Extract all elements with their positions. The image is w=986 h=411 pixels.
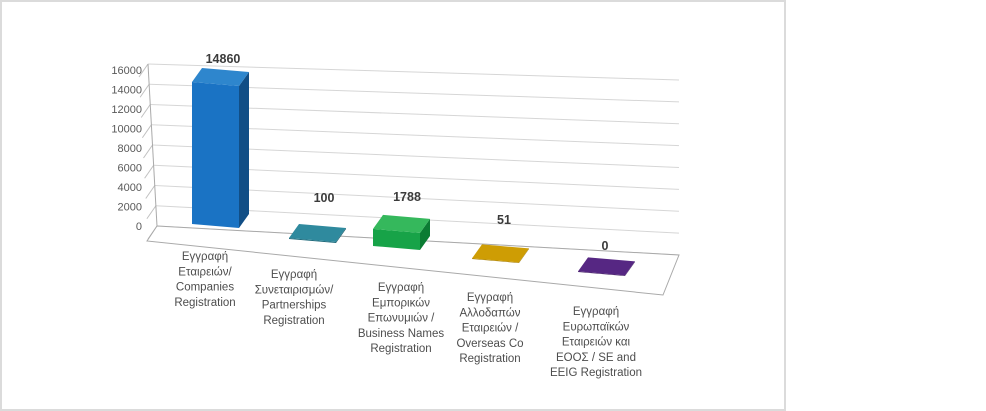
y-axis-label-10000: 10000 [111, 124, 142, 136]
bar-top-face [289, 224, 346, 243]
category-label-business-names-registration: Εγγραφή Εμπορικών Επωνυμιών / Business Name… [358, 282, 445, 355]
category-label-line: ΕΟΟΣ / SE and [556, 352, 636, 364]
bar-side-face [336, 228, 346, 243]
category-label-line: Συνεταιρισμών/ [255, 284, 334, 296]
category-label-companies-registration: Εγγραφή Εταιρειών/Companies Registration [174, 251, 235, 309]
bar-front-face [192, 82, 239, 228]
bar-front-face [289, 238, 336, 243]
category-label-line: Εταιρειών και [562, 337, 631, 349]
category-label-line: Εγγραφή [378, 282, 424, 294]
category-label-line: Companies [176, 282, 234, 294]
axis-tick-stub-12000 [140, 104, 151, 118]
value-label-se-eeig-registration: 0 [602, 239, 609, 253]
value-label-business-names-registration: 1788 [393, 190, 421, 204]
chart-floor [146, 225, 680, 296]
bar-business-names-registration [373, 214, 430, 250]
category-label-line: EEIG Registration [550, 367, 642, 379]
value-axis-line [147, 63, 158, 227]
bar-top-face [472, 244, 529, 263]
category-label-line: Εμπορικών [372, 297, 430, 309]
bar-side-face [625, 261, 635, 276]
bar-companies-registration [192, 68, 249, 228]
bar-front-face [472, 258, 519, 263]
category-label-partnerships-registration: Εγγραφή Συνεταιρισμών/Partnerships Registr… [255, 269, 334, 327]
y-axis-label-2000: 2000 [118, 202, 142, 214]
gridline-16000 [147, 63, 680, 81]
bar-top-face [578, 257, 635, 276]
category-label-line: Overseas Co [456, 338, 523, 350]
category-label-se-eeig-registration: Εγγραφή Ευρωπαϊκών Εταιρειών και ΕΟΟΣ / SE … [550, 306, 642, 379]
embedded-chart-object[interactable]: 16000 14000 12000 10000 8000 6000 4000 2000 0 148… [0, 0, 786, 411]
value-label-partnerships-registration: 100 [314, 191, 335, 205]
category-label-overseas-co-registration: Εγγραφή Αλλοδαπών Εταιρειών / Overseas Co Re… [456, 292, 523, 365]
bar-top-face [192, 68, 249, 86]
category-label-line: Εγγραφή [271, 269, 317, 281]
category-label-line: Registration [459, 353, 520, 365]
bar-top-face [373, 214, 430, 233]
value-label-companies-registration: 14860 [206, 52, 241, 66]
category-label-line: Business Names [358, 328, 445, 340]
y-axis-label-4000: 4000 [118, 182, 142, 194]
category-label-line: Registration [370, 343, 431, 355]
axis-tick-stub-16000 [138, 63, 149, 78]
bar-front-face [373, 228, 420, 250]
bar-se-eeig-registration [578, 257, 635, 276]
category-label-line: Ευρωπαϊκών [563, 321, 630, 333]
y-axis-label-6000: 6000 [118, 163, 142, 175]
bar-side-face [519, 248, 529, 263]
category-label-line: Εταιρειών / [462, 323, 519, 335]
category-label-line: Εταιρειών/ [178, 266, 232, 278]
bar-overseas-co-registration [472, 244, 529, 263]
bar-side-face [420, 218, 430, 250]
category-label-line: Partnerships [262, 300, 327, 312]
category-label-line: Εγγραφή [573, 306, 619, 318]
y-axis-label-16000: 16000 [111, 65, 142, 77]
bar-side-face [239, 72, 249, 228]
axis-tick-stub-14000 [139, 83, 150, 98]
bar-partnerships-registration [289, 224, 346, 243]
axis-tick-stub-6000 [144, 164, 155, 179]
category-label-line: Επωνυμιών / [368, 313, 436, 325]
axis-tick-stub-2000 [146, 205, 157, 220]
category-label-line: Registration [263, 315, 324, 327]
category-label-line: Registration [174, 297, 235, 309]
category-label-line: Εγγραφή [182, 251, 228, 263]
category-label-line: Αλλοδαπών [460, 307, 521, 319]
chart-canvas: 16000 14000 12000 10000 8000 6000 4000 2000 0 148… [111, 52, 680, 379]
bar-front-face [578, 271, 625, 276]
y-axis-label-12000: 12000 [111, 104, 142, 116]
axis-tick-stub-10000 [141, 124, 152, 139]
y-axis-label-8000: 8000 [118, 143, 142, 155]
axis-tick-stub-8000 [143, 144, 153, 159]
y-axis-label-0: 0 [136, 221, 142, 233]
value-label-overseas-co-registration: 51 [497, 213, 511, 227]
y-axis-label-14000: 14000 [111, 85, 142, 97]
axis-tick-stub-4000 [145, 185, 156, 199]
category-label-line: Εγγραφή [467, 292, 513, 304]
